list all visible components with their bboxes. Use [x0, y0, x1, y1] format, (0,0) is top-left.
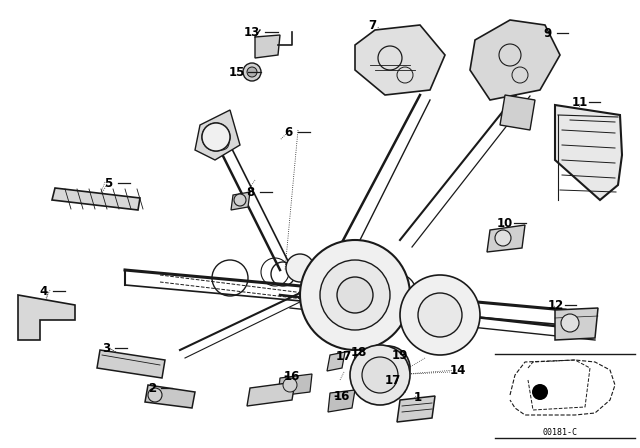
Polygon shape — [328, 390, 355, 412]
Polygon shape — [18, 295, 75, 340]
Polygon shape — [145, 385, 195, 408]
Text: 17: 17 — [336, 349, 352, 362]
Polygon shape — [487, 225, 525, 252]
Polygon shape — [500, 95, 535, 130]
Text: 18: 18 — [351, 345, 367, 358]
Polygon shape — [195, 110, 240, 160]
Polygon shape — [353, 353, 368, 369]
Polygon shape — [255, 35, 280, 58]
Text: -: - — [333, 389, 338, 402]
Text: 9: 9 — [543, 26, 551, 39]
Text: 15: 15 — [229, 65, 245, 78]
Text: 5: 5 — [104, 177, 112, 190]
Circle shape — [532, 384, 548, 400]
Circle shape — [320, 260, 390, 330]
Polygon shape — [555, 308, 598, 340]
Circle shape — [234, 194, 246, 206]
Polygon shape — [470, 20, 560, 100]
Circle shape — [148, 388, 162, 402]
Text: 6: 6 — [284, 125, 292, 138]
Circle shape — [366, 346, 410, 390]
Circle shape — [300, 240, 410, 350]
Text: 00181-C: 00181-C — [543, 427, 577, 436]
Polygon shape — [278, 374, 312, 396]
Text: 16: 16 — [284, 370, 300, 383]
Text: 14: 14 — [450, 363, 466, 376]
Text: 17: 17 — [385, 374, 401, 387]
Text: 8: 8 — [246, 185, 254, 198]
Circle shape — [243, 63, 261, 81]
Circle shape — [247, 67, 257, 77]
Circle shape — [376, 356, 400, 380]
Polygon shape — [397, 396, 435, 422]
Text: 12: 12 — [548, 298, 564, 311]
Circle shape — [561, 314, 579, 332]
Circle shape — [286, 254, 314, 282]
Circle shape — [337, 277, 373, 313]
Circle shape — [350, 345, 410, 405]
Polygon shape — [231, 192, 250, 210]
Polygon shape — [555, 105, 622, 200]
Text: 10: 10 — [497, 216, 513, 229]
Circle shape — [283, 378, 297, 392]
Polygon shape — [97, 350, 165, 378]
Text: 11: 11 — [572, 95, 588, 108]
Text: 16: 16 — [334, 389, 350, 402]
Text: -: - — [283, 370, 288, 383]
Polygon shape — [355, 25, 445, 95]
Text: 19: 19 — [392, 349, 408, 362]
Circle shape — [495, 230, 511, 246]
Polygon shape — [327, 352, 345, 371]
Polygon shape — [52, 188, 140, 210]
Text: 3: 3 — [102, 341, 110, 354]
Text: 2: 2 — [148, 382, 156, 395]
Polygon shape — [388, 374, 407, 396]
Text: 7: 7 — [368, 18, 376, 31]
Circle shape — [202, 123, 230, 151]
Circle shape — [400, 275, 480, 355]
Circle shape — [418, 293, 462, 337]
Text: 4: 4 — [40, 284, 48, 297]
Circle shape — [362, 357, 398, 393]
Text: 1: 1 — [414, 391, 422, 404]
Polygon shape — [247, 382, 295, 406]
Text: 13: 13 — [244, 26, 260, 39]
